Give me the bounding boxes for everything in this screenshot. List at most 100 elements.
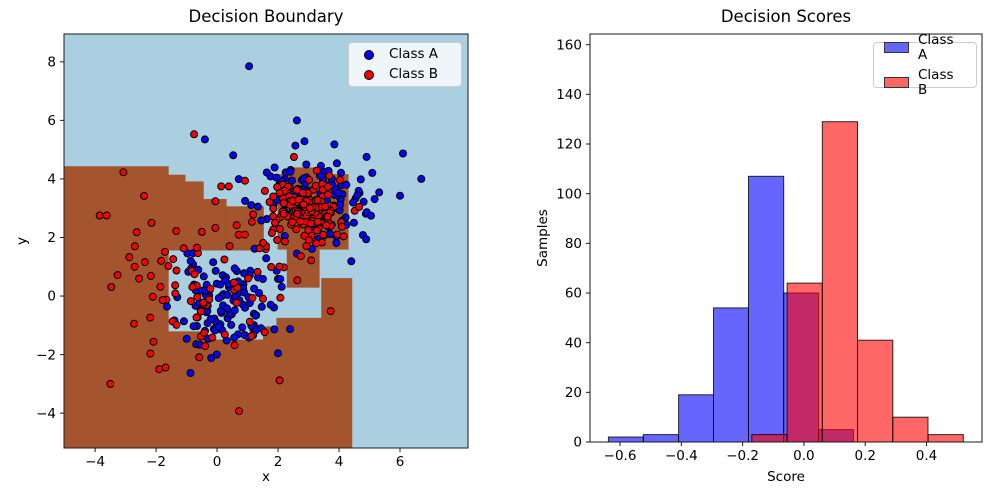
data-point bbox=[332, 239, 341, 247]
data-point bbox=[322, 221, 331, 230]
data-point bbox=[286, 167, 295, 176]
data-point bbox=[267, 229, 276, 237]
y-tick-label: 6 bbox=[47, 113, 56, 129]
y-tick-label: 2 bbox=[47, 230, 56, 246]
region-class-b-rect bbox=[225, 206, 264, 251]
data-point bbox=[149, 337, 158, 346]
legend-label-class-a: Class A bbox=[918, 31, 954, 63]
x-tick-label: 4 bbox=[335, 454, 344, 470]
data-point bbox=[199, 272, 208, 281]
data-point bbox=[275, 262, 284, 271]
data-point bbox=[274, 349, 282, 358]
data-point bbox=[113, 271, 122, 280]
y-tick-label: 8 bbox=[47, 55, 56, 71]
x-tick-label: −0.2 bbox=[726, 448, 759, 464]
region-class-b-rect bbox=[167, 174, 186, 251]
legend-entry-class-b: Class B bbox=[884, 66, 966, 98]
data-point bbox=[269, 212, 278, 221]
data-point bbox=[130, 242, 139, 251]
data-point bbox=[211, 266, 220, 275]
data-point bbox=[251, 311, 260, 320]
data-point bbox=[230, 264, 239, 273]
data-point bbox=[292, 116, 301, 125]
data-point bbox=[164, 262, 173, 270]
data-point bbox=[307, 256, 316, 265]
data-point bbox=[195, 353, 204, 362]
data-point bbox=[270, 325, 279, 334]
data-point bbox=[277, 282, 286, 291]
data-point bbox=[347, 257, 356, 266]
hist-bar-class-b bbox=[751, 434, 788, 443]
legend-entry-class-b: Class B bbox=[359, 67, 451, 82]
data-point bbox=[132, 228, 141, 237]
data-point bbox=[247, 332, 256, 340]
data-point bbox=[247, 201, 256, 210]
data-point bbox=[375, 188, 384, 197]
data-point bbox=[294, 195, 303, 204]
data-point bbox=[262, 254, 271, 263]
data-point bbox=[235, 407, 243, 416]
data-point bbox=[312, 226, 321, 235]
data-point bbox=[200, 135, 209, 144]
data-point bbox=[306, 219, 315, 228]
data-point bbox=[171, 281, 180, 290]
left-axes-spines bbox=[63, 33, 469, 449]
data-point bbox=[259, 294, 267, 303]
x-tick-label: −4 bbox=[85, 454, 105, 470]
data-point bbox=[200, 328, 209, 337]
data-point bbox=[156, 282, 165, 291]
data-point bbox=[279, 209, 288, 218]
data-point bbox=[304, 236, 313, 245]
data-point bbox=[209, 258, 218, 267]
data-point bbox=[196, 307, 205, 316]
data-point bbox=[240, 230, 249, 239]
data-point bbox=[270, 163, 279, 172]
data-point bbox=[259, 238, 268, 247]
data-point bbox=[182, 334, 191, 343]
data-point bbox=[206, 284, 215, 293]
data-point bbox=[140, 191, 149, 200]
right-plot-title: Decision Scores bbox=[720, 7, 852, 26]
data-point bbox=[275, 225, 284, 233]
data-point bbox=[161, 363, 170, 372]
legend-label-class-a: Class A bbox=[389, 46, 439, 62]
data-point bbox=[355, 202, 364, 211]
hist-bar-class-a bbox=[678, 394, 714, 443]
data-point bbox=[125, 253, 134, 262]
y-tick-label: −4 bbox=[36, 406, 56, 422]
data-point bbox=[250, 284, 259, 293]
x-tick-label: 0.2 bbox=[854, 448, 875, 464]
data-point bbox=[276, 293, 285, 302]
class-b-patch-marker bbox=[884, 77, 909, 88]
data-point bbox=[229, 151, 238, 160]
data-point bbox=[186, 297, 195, 306]
legend-label-class-b: Class B bbox=[918, 66, 954, 98]
data-point bbox=[399, 149, 407, 158]
data-point bbox=[106, 379, 115, 388]
data-point bbox=[292, 185, 301, 194]
data-point bbox=[262, 168, 271, 177]
data-point bbox=[119, 168, 128, 177]
right-legend: Class A Class B bbox=[873, 32, 977, 97]
y-tick-label: 100 bbox=[556, 186, 582, 202]
data-point bbox=[245, 62, 254, 71]
histogram-layer bbox=[607, 121, 964, 443]
data-point bbox=[266, 300, 275, 309]
data-point bbox=[230, 341, 239, 350]
hist-bar-class-a bbox=[713, 307, 749, 443]
left-plot-axes: −4 −2 0 2 4 6 −4 −2 0 2 4 6 8 bbox=[36, 33, 469, 470]
data-point bbox=[163, 302, 171, 311]
data-point bbox=[192, 313, 201, 322]
class-a-patch-marker bbox=[884, 42, 909, 53]
data-point bbox=[336, 175, 345, 184]
data-point bbox=[257, 216, 266, 225]
data-point bbox=[146, 271, 155, 280]
data-point bbox=[179, 317, 188, 326]
data-point bbox=[356, 175, 365, 184]
data-point bbox=[279, 199, 288, 208]
data-point bbox=[221, 276, 229, 285]
data-point bbox=[260, 328, 269, 337]
x-tick-label: −0.4 bbox=[665, 448, 698, 464]
data-point bbox=[292, 225, 301, 234]
